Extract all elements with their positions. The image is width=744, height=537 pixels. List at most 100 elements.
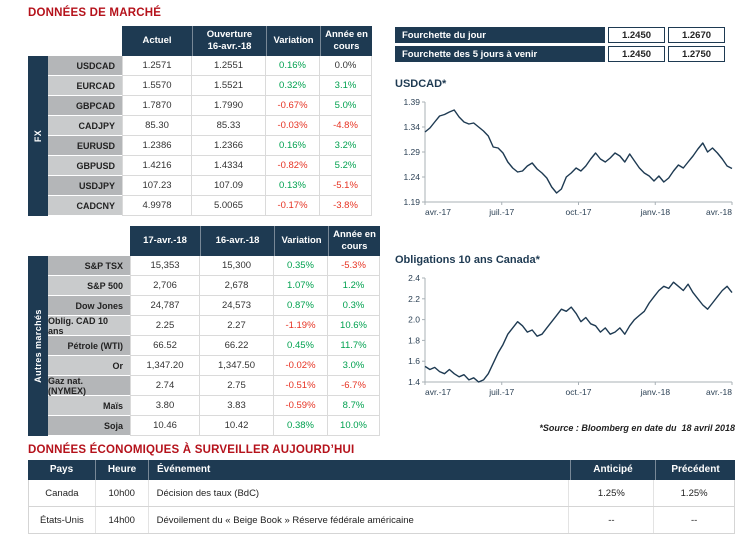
markets-actual-value: 1,347.20 [130,356,200,376]
fx-table-header: Actuel Ouverture 16-avr.-18 Variation An… [122,26,372,56]
markets-variation-value: -0.51% [274,376,328,396]
markets-variation-value: 1.07% [274,276,328,296]
markets-variation-value: 0.38% [274,416,328,436]
markets-variation-value: -0.59% [274,396,328,416]
markets-open-value: 1,347.50 [200,356,274,376]
fx-actual-value: 4.9978 [122,196,192,216]
fx-variation-value: 0.13% [266,176,320,196]
fx-variation-value: -0.67% [266,96,320,116]
econ-pays: États-Unis [29,507,96,533]
fx-ytd-value: 5.0% [320,96,372,116]
fx-ytd-value: 3.1% [320,76,372,96]
markets-ytd-value: 1.2% [328,276,380,296]
fx-variation-value: 0.16% [266,56,320,76]
range-row-label: Fourchette des 5 jours à venir [395,46,605,62]
fx-table-body-wrap: FX USDCAD 1.2571 1.2551 0.16% 0.0% EURCAD 1.55… [28,56,372,216]
range-row-label: Fourchette du jour [395,27,605,43]
fx-actual-value: 107.23 [122,176,192,196]
usdcad-chart: USDCAD* 1.19 1.24 1.29 1.34 1.39 avr.-17 juil.… [395,78,740,225]
fx-open-value: 1.7990 [192,96,266,116]
usdcad-chart-title: USDCAD* [395,78,447,90]
econ-header-anticipe: Anticipé [570,460,655,480]
x-tick-label: oct.-17 [566,207,592,217]
econ-heure: 10h00 [96,480,149,506]
y-tick-label: 1.39 [403,97,420,107]
fx-header-actuel: Actuel [122,26,192,56]
markets-variation-value: 0.35% [274,256,328,276]
markets-row-label: Or [48,356,130,376]
markets-header-variation: Variation [274,226,328,256]
markets-actual-value: 2.25 [130,316,200,336]
range-high-value: 1.2670 [668,27,725,43]
fx-row: GBPUSD 1.4216 1.4334 -0.82% 5.2% [48,156,372,176]
econ-header-evenement: Événement [148,460,570,480]
markets-row: Or 1,347.20 1,347.50 -0.02% 3.0% [48,356,380,376]
econ-event-row: Canada 10h00 Décision des taux (BdC) 1.25% 1… [29,480,734,507]
markets-header-date1: 17-avr.-18 [130,226,200,256]
markets-open-value: 2.27 [200,316,274,336]
fx-actual-value: 1.4216 [122,156,192,176]
markets-row-label: Maïs [48,396,130,416]
x-tick-label: avr.-17 [425,207,451,217]
fx-row-label: CADJPY [48,116,122,136]
markets-table: 17-avr.-18 16-avr.-18 Variation Année en… [28,226,380,436]
fx-actual-value: 1.2386 [122,136,192,156]
x-tick-label: janv.-18 [639,207,670,217]
fx-ytd-value: 3.2% [320,136,372,156]
econ-table: Pays Heure Événement Anticipé Précédent … [28,460,735,534]
markets-group-strip: Autres marchés [28,256,48,436]
fx-open-value: 1.2366 [192,136,266,156]
markets-row: S&P TSX 15,353 15,300 0.35% -5.3% [48,256,380,276]
markets-row: S&P 500 2,706 2,678 1.07% 1.2% [48,276,380,296]
fx-open-value: 5.0065 [192,196,266,216]
fx-row-label: USDCAD [48,56,122,76]
bonds-chart-plot: 1.4 1.6 1.8 2.0 2.2 2.4 avr.-17 juil.-17 oct.-17… [408,273,733,397]
fx-actual-value: 1.2571 [122,56,192,76]
econ-section-title: DONNÉES ÉCONOMIQUES À SURVEILLER AUJOURD… [28,444,355,456]
fx-row-label: GBPCAD [48,96,122,116]
markets-ytd-value: 10.6% [328,316,380,336]
econ-header-heure: Heure [95,460,148,480]
fx-row: GBPCAD 1.7870 1.7990 -0.67% 5.0% [48,96,372,116]
bonds-chart: Obligations 10 ans Canada* 1.4 1.6 1.8 2.0 2… [395,254,740,405]
fx-actual-value: 1.5570 [122,76,192,96]
markets-variation-value: 0.87% [274,296,328,316]
fx-row-label: USDJPY [48,176,122,196]
fx-open-value: 107.09 [192,176,266,196]
y-tick-label: 2.2 [408,294,420,304]
markets-ytd-value: 10.0% [328,416,380,436]
markets-row: Soja 10.46 10.42 0.38% 10.0% [48,416,380,436]
markets-actual-value: 10.46 [130,416,200,436]
markets-table-header: 17-avr.-18 16-avr.-18 Variation Année en… [130,226,380,256]
y-tick-label: 1.8 [408,335,420,345]
market-data-title: DONNÉES DE MARCHÉ [28,7,162,19]
markets-ytd-value: 11.7% [328,336,380,356]
source-note: *Source : Bloomberg en date du 18 avril … [539,423,735,433]
markets-open-value: 15,300 [200,256,274,276]
econ-table-header: Pays Heure Événement Anticipé Précédent [28,460,735,480]
fx-ytd-value: 5.2% [320,156,372,176]
markets-actual-value: 2.74 [130,376,200,396]
price-line [424,281,733,383]
x-tick-label: avr.-17 [425,387,451,397]
x-tick-label: avr.-18 [706,387,732,397]
econ-anticipe: -- [569,507,655,533]
y-tick-label: 1.29 [403,147,420,157]
y-tick-label: 1.19 [403,197,420,207]
fx-row: USDJPY 107.23 107.09 0.13% -5.1% [48,176,372,196]
fx-open-value: 85.33 [192,116,266,136]
econ-precedent: -- [690,514,698,526]
econ-header-pays: Pays [28,460,95,480]
markets-row-label: S&P TSX [48,256,130,276]
econ-evenement: Décision des taux (BdC) [149,480,570,506]
markets-open-value: 10.42 [200,416,274,436]
fx-open-value: 1.2551 [192,56,266,76]
fx-ytd-value: -4.8% [320,116,372,136]
fx-group-label: FX [33,129,43,143]
markets-open-value: 24,573 [200,296,274,316]
econ-anticipe: 1.25% [569,480,655,506]
fx-ytd-value: 0.0% [320,56,372,76]
markets-ytd-value: 0.3% [328,296,380,316]
markets-actual-value: 3.80 [130,396,200,416]
fx-row-label: GBPUSD [48,156,122,176]
